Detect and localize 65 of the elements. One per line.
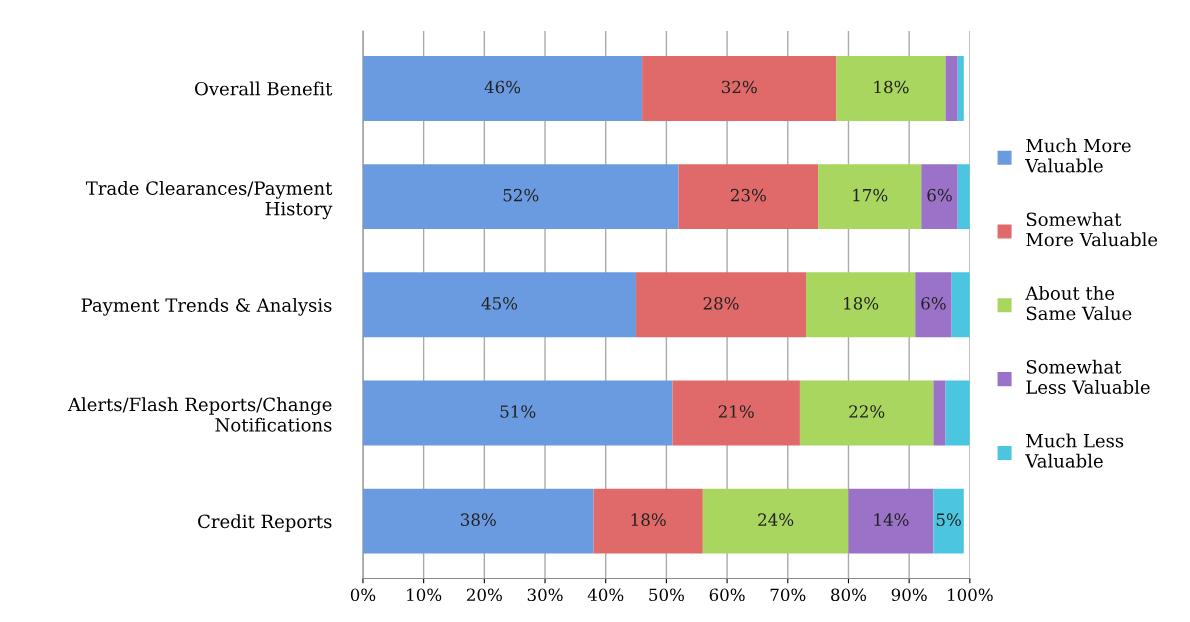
bar bbox=[642, 55, 837, 121]
bar bbox=[805, 272, 916, 338]
data-label: 23% bbox=[730, 188, 766, 202]
bar bbox=[362, 164, 679, 230]
x-tick-label: 30% bbox=[527, 588, 563, 602]
data-label: 6% bbox=[927, 188, 952, 202]
data-label: 21% bbox=[718, 405, 754, 418]
y-tick-label: Credit Reports bbox=[198, 514, 332, 532]
bar bbox=[957, 55, 964, 121]
bar bbox=[836, 55, 946, 121]
x-tick-label: 60% bbox=[709, 588, 745, 602]
data-label: 46% bbox=[484, 80, 521, 94]
bar bbox=[362, 380, 673, 446]
bar bbox=[362, 488, 594, 554]
data-label: 32% bbox=[721, 80, 757, 94]
bar bbox=[799, 380, 934, 446]
y-tick-label: Alerts/Flash Reports/Change Notifications bbox=[67, 397, 332, 432]
legend-label: Somewhat Less Valuable bbox=[1026, 359, 1150, 394]
bar bbox=[945, 380, 970, 446]
legend-label: Somewhat More Valuable bbox=[1026, 212, 1158, 247]
data-label: 38% bbox=[461, 513, 496, 526]
bar bbox=[848, 488, 934, 554]
x-tick-label: 90% bbox=[891, 588, 927, 602]
y-tick-label: Overall Benefit bbox=[195, 81, 333, 96]
x-tick-label: 40% bbox=[587, 588, 624, 602]
bar bbox=[818, 164, 922, 230]
x-tick-label: 80% bbox=[831, 588, 867, 602]
legend-label: Much More Valuable bbox=[1025, 138, 1131, 173]
bar bbox=[933, 380, 946, 446]
bar bbox=[362, 272, 637, 338]
data-label: 45% bbox=[481, 297, 518, 310]
y-tick-label: Trade Clearances/Payment History bbox=[85, 181, 333, 220]
bar bbox=[915, 272, 952, 338]
data-label: 28% bbox=[703, 297, 739, 310]
data-label: 51% bbox=[500, 405, 536, 418]
data-label: 52% bbox=[503, 188, 539, 202]
bar bbox=[593, 488, 703, 554]
x-tick-label: 100% bbox=[948, 588, 993, 602]
bar bbox=[702, 488, 849, 554]
bar bbox=[951, 272, 970, 338]
bar bbox=[672, 380, 800, 446]
bar bbox=[678, 164, 819, 230]
legend-label: About the Same Value bbox=[1025, 285, 1132, 321]
y-tick-label: Payment Trends & Analysis bbox=[81, 297, 332, 316]
data-label: 18% bbox=[631, 513, 666, 526]
data-label: 18% bbox=[874, 80, 909, 94]
data-label: 22% bbox=[849, 405, 885, 418]
x-tick-label: 10% bbox=[407, 588, 442, 602]
bar bbox=[362, 55, 643, 121]
bar bbox=[933, 488, 964, 554]
data-label: 18% bbox=[844, 297, 879, 310]
bar bbox=[636, 272, 806, 338]
x-tick-label: 0% bbox=[350, 588, 376, 602]
data-label: 5% bbox=[936, 513, 961, 526]
bar bbox=[957, 164, 970, 230]
data-label: 14% bbox=[874, 513, 909, 526]
bar bbox=[945, 55, 958, 121]
bar bbox=[921, 164, 958, 230]
x-tick-label: 70% bbox=[770, 588, 806, 602]
x-tick-label: 50% bbox=[649, 588, 684, 602]
data-label: 6% bbox=[921, 297, 946, 310]
legend-label: Much Less Valuable bbox=[1025, 433, 1124, 468]
data-label: 24% bbox=[758, 513, 794, 526]
data-label: 17% bbox=[853, 188, 888, 202]
x-tick-label: 20% bbox=[466, 588, 502, 602]
